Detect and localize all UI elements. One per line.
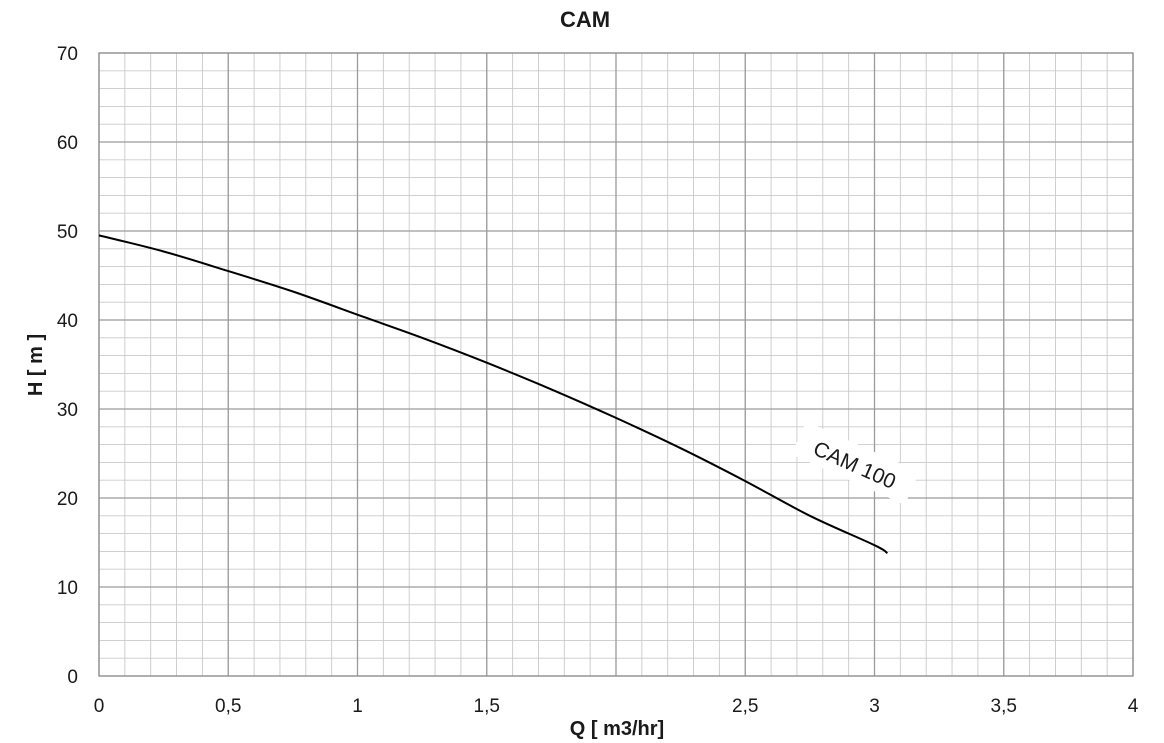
y-tick-label: 70 — [57, 44, 78, 65]
y-tick-label: 30 — [57, 400, 78, 421]
x-tick-label: 1,5 — [474, 696, 500, 717]
y-tick-labels: 0 10 20 30 40 50 60 70 — [57, 44, 78, 688]
x-tick-label: 0 — [94, 696, 105, 717]
y-tick-label: 20 — [57, 489, 78, 510]
x-tick-label: 3,5 — [991, 696, 1017, 717]
y-tick-label: 50 — [57, 222, 78, 243]
x-tick-label: 1 — [352, 696, 363, 717]
x-tick-label: 0,5 — [215, 696, 241, 717]
series-label-background — [791, 421, 920, 505]
y-tick-label: 10 — [57, 578, 78, 599]
major-gridlines — [98, 52, 1134, 677]
x-axis-label: Q [ m3/hr] — [570, 718, 664, 740]
x-tick-label: 4 — [1128, 696, 1139, 717]
chart-title: CAM — [560, 7, 610, 32]
x-tick-labels: 0 0,5 1 1,5 2,5 3 3,5 4 — [94, 696, 1139, 717]
y-axis-label: H [ m ] — [25, 334, 47, 396]
series-line-cam-100 — [98, 234, 889, 555]
y-tick-label: 40 — [57, 311, 78, 332]
plot-frame — [98, 52, 1134, 677]
series-layer: CAM 100 — [98, 234, 920, 555]
x-tick-label: 2,5 — [732, 696, 758, 717]
y-tick-label: 60 — [57, 133, 78, 154]
y-tick-label: 0 — [67, 667, 78, 688]
x-tick-label: 3 — [869, 696, 880, 717]
